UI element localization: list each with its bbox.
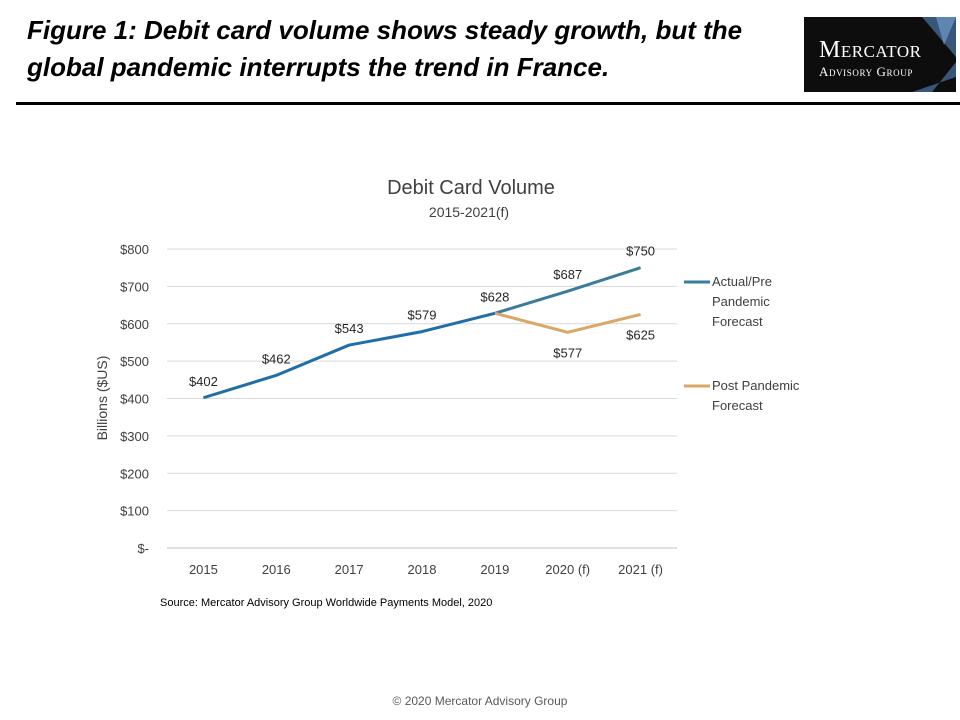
data-label: $750 bbox=[626, 244, 655, 259]
y-tick-label: $800 bbox=[120, 242, 149, 257]
legend-post-pandemic-label: Forecast bbox=[712, 398, 763, 413]
x-tick-label: 2017 bbox=[335, 562, 364, 577]
x-tick-label: 2021 (f) bbox=[618, 562, 663, 577]
legend-actual-label: Actual/Pre bbox=[712, 274, 772, 289]
header-divider bbox=[16, 102, 960, 105]
data-label: $543 bbox=[335, 321, 364, 336]
data-label: $628 bbox=[480, 289, 509, 304]
x-tick-labels: 2015 2016 2017 2018 2019 2020 (f) 2021 (f) bbox=[189, 562, 663, 577]
y-tick-label: $300 bbox=[120, 429, 149, 444]
gridlines bbox=[167, 248, 677, 549]
y-tick-label: $500 bbox=[120, 354, 149, 369]
y-tick-label: $400 bbox=[120, 392, 149, 407]
y-tick-labels: $- $100 $200 $300 $400 $500 $600 $700 $800 bbox=[120, 242, 149, 556]
data-label: $687 bbox=[553, 267, 582, 282]
mercator-logo: Mercator Advisory Group bbox=[804, 17, 956, 92]
legend-post-pandemic-label: Post Pandemic bbox=[712, 378, 800, 393]
series-line-post-pandemic bbox=[494, 311, 641, 334]
source-note: Source: Mercator Advisory Group Worldwid… bbox=[160, 597, 493, 609]
y-tick-label: $200 bbox=[120, 466, 149, 481]
logo-wordmark: Mercator bbox=[819, 37, 922, 64]
legend-actual-label: Forecast bbox=[712, 314, 763, 329]
y-tick-label: $100 bbox=[120, 504, 149, 519]
x-tick-label: 2020 (f) bbox=[545, 562, 590, 577]
data-label: $625 bbox=[626, 327, 655, 342]
data-label: $402 bbox=[189, 374, 218, 389]
data-label: $462 bbox=[262, 351, 291, 366]
x-tick-label: 2018 bbox=[408, 562, 437, 577]
x-tick-label: 2015 bbox=[189, 562, 218, 577]
y-tick-label: $- bbox=[137, 541, 149, 556]
y-tick-label: $700 bbox=[120, 279, 149, 294]
logo-line1: Mercator bbox=[819, 37, 922, 63]
legend: Actual/Pre Pandemic Forecast Post Pandemic F… bbox=[684, 274, 800, 413]
y-tick-label: $600 bbox=[120, 317, 149, 332]
series-line-pre-pandemic-forecast bbox=[494, 266, 642, 315]
chart-title: Debit Card Volume bbox=[387, 177, 555, 199]
copyright: © 2020 Mercator Advisory Group bbox=[392, 694, 568, 708]
chart-subtitle: 2015-2021(f) bbox=[429, 204, 509, 220]
series-lines bbox=[202, 266, 642, 400]
data-labels: $402 $462 $543 $579 $628 $687 $750 $577 $625 bbox=[189, 244, 655, 389]
data-label: $577 bbox=[553, 345, 582, 360]
logo-subtitle: Advisory Group bbox=[819, 64, 913, 80]
x-tick-label: 2016 bbox=[262, 562, 291, 577]
logo-line2: Advisory Group bbox=[819, 64, 913, 79]
x-tick-label: 2019 bbox=[480, 562, 509, 577]
legend-actual-label: Pandemic bbox=[712, 294, 770, 309]
logo-x-mark bbox=[912, 17, 956, 92]
data-label: $579 bbox=[408, 308, 437, 323]
series-line-actual bbox=[202, 311, 496, 400]
figure-title: Figure 1: Debit card volume shows steady… bbox=[27, 15, 743, 82]
y-axis-label: Billions ($US) bbox=[94, 356, 110, 441]
